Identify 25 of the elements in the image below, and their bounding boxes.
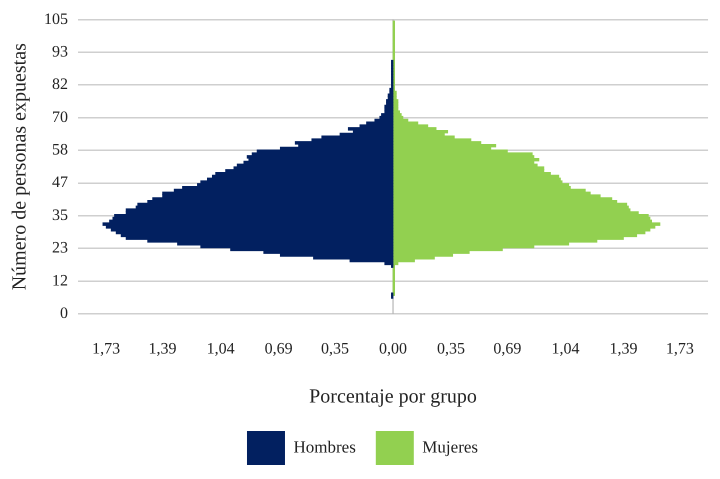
x-tick-label: 0,69 <box>493 340 522 358</box>
x-tick-label: 0,35 <box>437 340 466 358</box>
y-tick-label: 12 <box>52 272 68 290</box>
y-tick-label: 105 <box>44 10 68 28</box>
legend-label: Mujeres <box>422 437 478 456</box>
x-tick-label: 1,39 <box>609 340 638 358</box>
x-tick-label: 0,00 <box>379 340 408 358</box>
legend-label: Hombres <box>293 437 356 456</box>
y-tick-label: 58 <box>52 142 68 159</box>
x-tick-label: 1,04 <box>551 340 580 358</box>
x-tick-label: 1,39 <box>148 340 177 358</box>
y-tick-label: 47 <box>52 174 68 192</box>
y-tick-label: 35 <box>52 206 68 224</box>
y-tick-label: 70 <box>52 108 68 126</box>
y-tick-label: 93 <box>52 43 68 60</box>
y-tick-label: 0 <box>60 305 68 322</box>
x-tick-label: 1,73 <box>666 340 694 358</box>
x-tick-label: 1,73 <box>92 340 120 358</box>
x-tick-label: 0,35 <box>320 340 349 358</box>
x-tick-label: 0,69 <box>264 340 293 358</box>
y-tick-label: 23 <box>52 240 68 257</box>
y-axis-title: Número de personas expuestas <box>8 42 30 290</box>
y-tick-label: 82 <box>52 76 68 94</box>
x-tick-label: 1,04 <box>206 340 235 358</box>
x-axis-title: Porcentaje por grupo <box>309 385 477 408</box>
